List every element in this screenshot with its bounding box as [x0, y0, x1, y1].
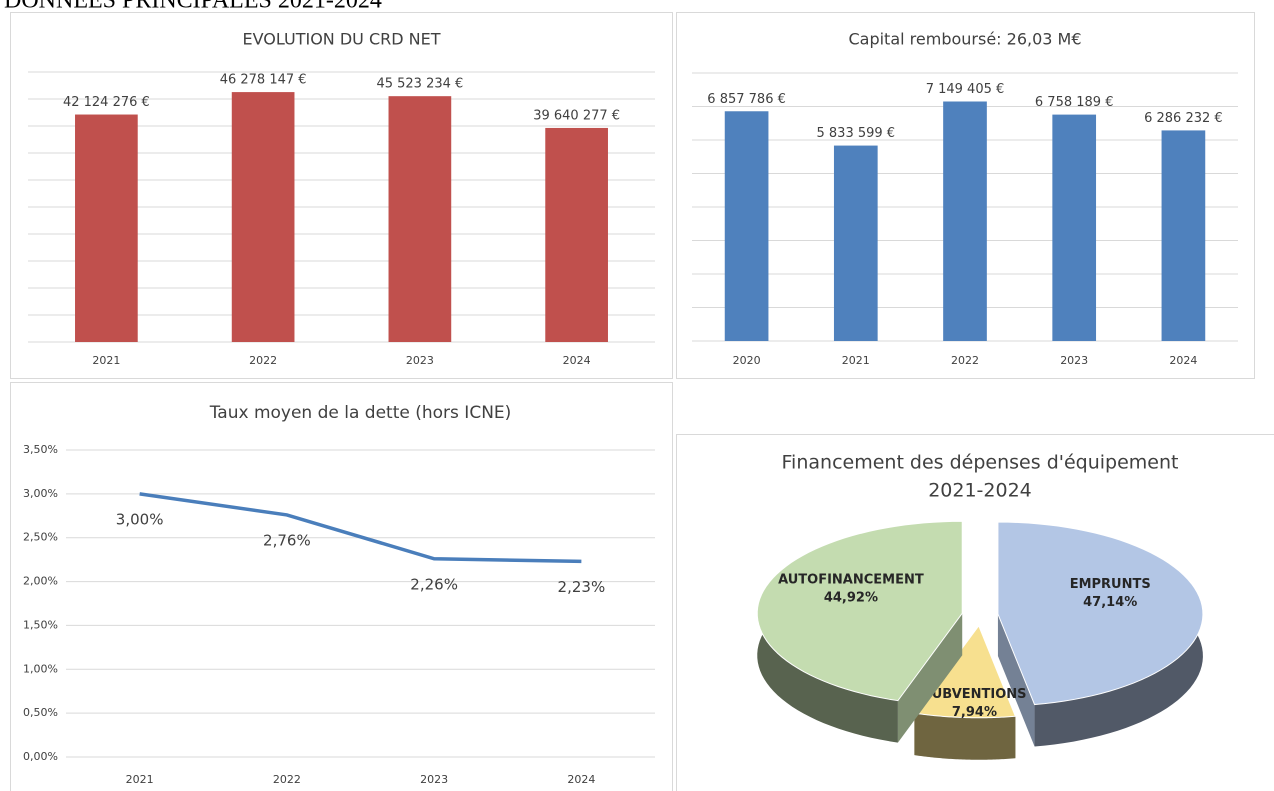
bar [943, 101, 987, 341]
x-tick-label: 2021 [92, 354, 120, 367]
x-tick-label: 2022 [951, 354, 979, 367]
data-label: 39 640 277 € [533, 108, 620, 123]
x-tick-label: 2023 [1060, 354, 1088, 367]
x-tick-label: 2021 [126, 773, 154, 786]
x-tick-label: 2024 [1169, 354, 1197, 367]
bar [231, 92, 295, 342]
panel [676, 12, 1255, 379]
page-title: DONNEES PRINCIPALES 2021-2024 [4, 0, 382, 14]
bar [833, 145, 878, 341]
x-tick-label: 2021 [842, 354, 870, 367]
pie-side [897, 613, 963, 743]
y-tick-label: 1,50% [23, 618, 58, 631]
chart-title: Taux moyen de la dette (hors ICNE) [209, 403, 512, 423]
chart-title: Capital remboursé: 26,03 M€ [848, 30, 1081, 49]
pie-slice [756, 520, 963, 702]
bar [724, 111, 769, 342]
slice-label: SUBVENTIONS [922, 687, 1026, 702]
pie-slice [913, 624, 1017, 719]
y-tick-label: 3,00% [23, 487, 58, 500]
data-label: 2,23% [558, 578, 606, 596]
bar [545, 127, 608, 342]
data-label: 45 523 234 € [376, 77, 463, 92]
data-label: 5 833 599 € [817, 126, 896, 141]
x-tick-label: 2023 [406, 354, 434, 367]
chart-title: EVOLUTION DU CRD NET [243, 30, 441, 49]
slice-value: 7,94% [952, 705, 997, 720]
panel [10, 382, 673, 791]
y-tick-label: 1,00% [23, 662, 58, 675]
slice-label: EMPRUNTS [1070, 577, 1151, 592]
bar [388, 96, 452, 343]
slice-value: 47,14% [1083, 595, 1137, 610]
data-label: 2,26% [410, 575, 458, 593]
y-tick-label: 2,00% [23, 575, 58, 588]
panel [10, 12, 673, 379]
data-label: 7 149 405 € [926, 82, 1005, 97]
y-tick-label: 0,00% [23, 750, 58, 763]
line [139, 492, 582, 564]
x-tick-label: 2020 [733, 354, 761, 367]
y-tick-label: 3,50% [23, 443, 58, 456]
slice-value: 44,92% [824, 591, 878, 606]
x-tick-label: 2024 [563, 354, 591, 367]
pie-side [997, 614, 1035, 747]
bar [1161, 130, 1206, 341]
bar [75, 114, 138, 343]
y-tick-label: 2,50% [23, 531, 58, 544]
bar [1052, 114, 1097, 341]
x-tick-label: 2023 [420, 773, 448, 786]
x-tick-label: 2024 [567, 773, 595, 786]
data-label: 6 758 189 € [1035, 95, 1114, 110]
x-tick-label: 2022 [273, 773, 301, 786]
x-tick-label: 2022 [249, 354, 277, 367]
y-tick-label: 0,50% [23, 706, 58, 719]
data-label: 3,00% [116, 510, 164, 528]
data-label: 42 124 276 € [63, 95, 150, 110]
slice-label: AUTOFINANCEMENT [778, 573, 924, 588]
panel [676, 434, 1274, 791]
data-label: 6 857 786 € [707, 92, 786, 107]
chart-title: 2021-2024 [928, 480, 1032, 502]
data-label: 46 278 147 € [220, 73, 307, 88]
chart-title: Financement des dépenses d'équipement [782, 452, 1179, 474]
pie-slice [997, 521, 1204, 706]
data-label: 2,76% [263, 531, 311, 549]
pie-side [914, 713, 1016, 760]
data-label: 6 286 232 € [1144, 111, 1223, 126]
